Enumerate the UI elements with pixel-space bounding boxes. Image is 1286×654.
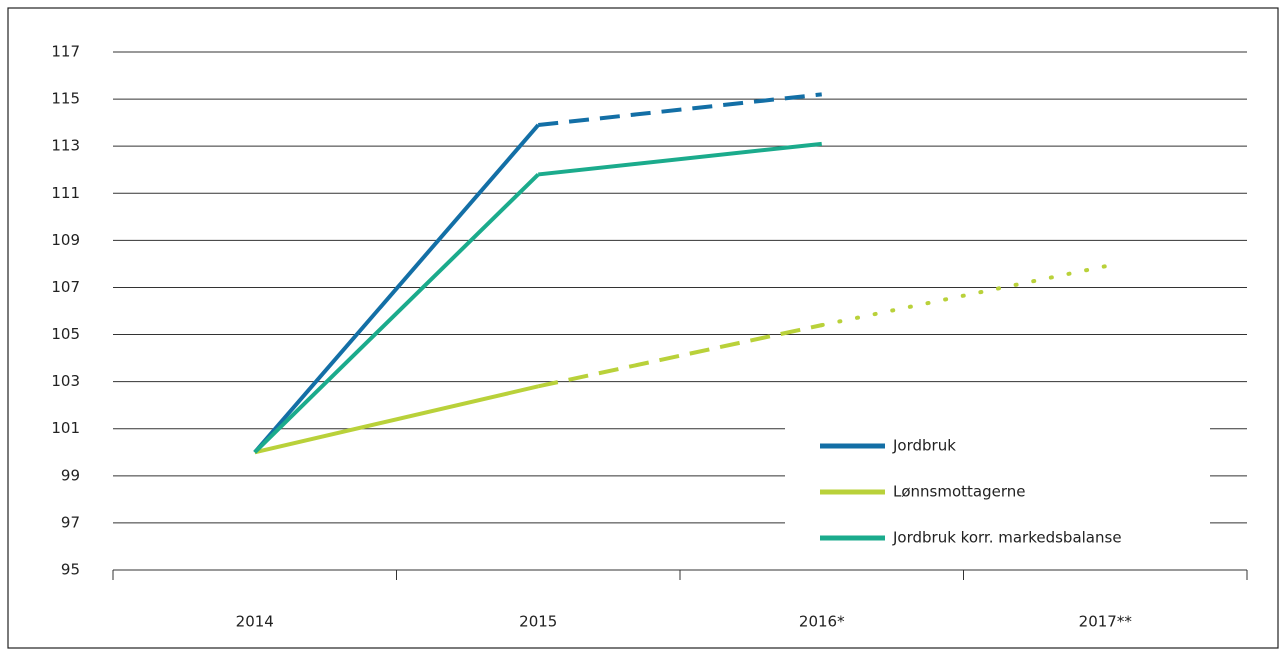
y-tick-label: 107 (51, 278, 80, 296)
series-line (537, 323, 823, 389)
series-line (538, 141, 822, 177)
y-tick-label: 111 (51, 184, 80, 202)
series-line (538, 92, 822, 127)
y-tick-label: 101 (51, 419, 80, 437)
legend-label: Jordbruk (892, 437, 956, 455)
series-line (253, 123, 540, 454)
y-tick-label: 97 (61, 513, 80, 531)
x-tick-label: 2016* (799, 613, 845, 631)
legend-label: Jordbruk korr. markedsbalanse (892, 529, 1122, 547)
frame (7, 7, 1279, 649)
y-tick-label: 99 (61, 466, 80, 484)
y-tick-label: 103 (51, 372, 80, 390)
series-line (254, 384, 539, 455)
x-tick-label: 2014 (236, 613, 274, 631)
series-line (819, 264, 1108, 328)
y-tick-label: 95 (61, 561, 80, 579)
legend-label: Lønnsmottagerne (893, 483, 1026, 501)
series-line (253, 173, 540, 454)
y-tick-label: 105 (51, 325, 80, 343)
x-tick-label: 2015 (519, 613, 557, 631)
y-tick-label: 115 (51, 90, 80, 108)
y-tick-label: 113 (51, 137, 80, 155)
y-tick-label: 117 (51, 43, 80, 61)
y-tick-label: 109 (51, 231, 80, 249)
x-tick-label: 2017** (1079, 613, 1133, 631)
